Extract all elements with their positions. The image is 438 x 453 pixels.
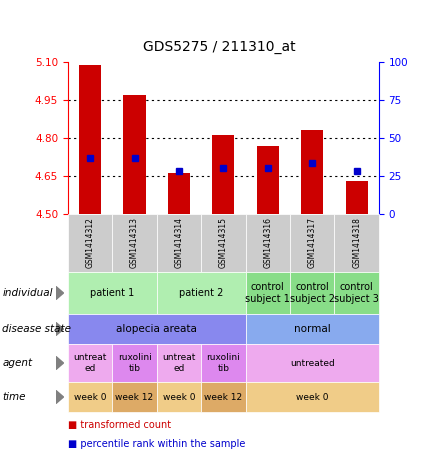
Text: week 0: week 0 xyxy=(296,392,328,401)
Text: GSM1414312: GSM1414312 xyxy=(85,217,95,269)
Text: untreated: untreated xyxy=(290,358,335,367)
Bar xyxy=(301,130,323,214)
Bar xyxy=(79,64,101,214)
Text: control
subject 2: control subject 2 xyxy=(290,282,335,304)
Bar xyxy=(124,95,145,214)
Text: disease state: disease state xyxy=(2,324,71,334)
Text: GSM1414317: GSM1414317 xyxy=(308,217,317,269)
Text: time: time xyxy=(2,392,26,402)
Text: week 0: week 0 xyxy=(162,392,195,401)
Text: GSM1414318: GSM1414318 xyxy=(352,217,361,269)
Bar xyxy=(212,135,234,214)
Text: GSM1414314: GSM1414314 xyxy=(174,217,184,269)
Bar xyxy=(257,145,279,214)
Text: GSM1414315: GSM1414315 xyxy=(219,217,228,269)
Text: untreat
ed: untreat ed xyxy=(74,353,107,373)
Text: ■ transformed count: ■ transformed count xyxy=(68,420,171,430)
Polygon shape xyxy=(56,286,64,300)
Text: ruxolini
tib: ruxolini tib xyxy=(118,353,152,373)
Text: GSM1414313: GSM1414313 xyxy=(130,217,139,269)
Bar xyxy=(168,173,190,214)
Text: ■ percentile rank within the sample: ■ percentile rank within the sample xyxy=(68,439,245,449)
Text: week 0: week 0 xyxy=(74,392,106,401)
Text: week 12: week 12 xyxy=(116,392,154,401)
Text: GDS5275 / 211310_at: GDS5275 / 211310_at xyxy=(143,40,295,54)
Text: patient 1: patient 1 xyxy=(90,288,134,298)
Text: alopecia areata: alopecia areata xyxy=(117,324,197,334)
Text: control
subject 3: control subject 3 xyxy=(334,282,379,304)
Text: patient 2: patient 2 xyxy=(179,288,223,298)
Text: control
subject 1: control subject 1 xyxy=(245,282,290,304)
Polygon shape xyxy=(56,390,64,404)
Text: agent: agent xyxy=(2,358,32,368)
Text: ruxolini
tib: ruxolini tib xyxy=(206,353,240,373)
Bar xyxy=(346,181,368,214)
Text: untreat
ed: untreat ed xyxy=(162,353,196,373)
Polygon shape xyxy=(56,356,64,370)
Text: individual: individual xyxy=(2,288,53,298)
Text: week 12: week 12 xyxy=(204,392,243,401)
Polygon shape xyxy=(56,322,64,336)
Text: GSM1414316: GSM1414316 xyxy=(263,217,272,269)
Text: normal: normal xyxy=(294,324,331,334)
